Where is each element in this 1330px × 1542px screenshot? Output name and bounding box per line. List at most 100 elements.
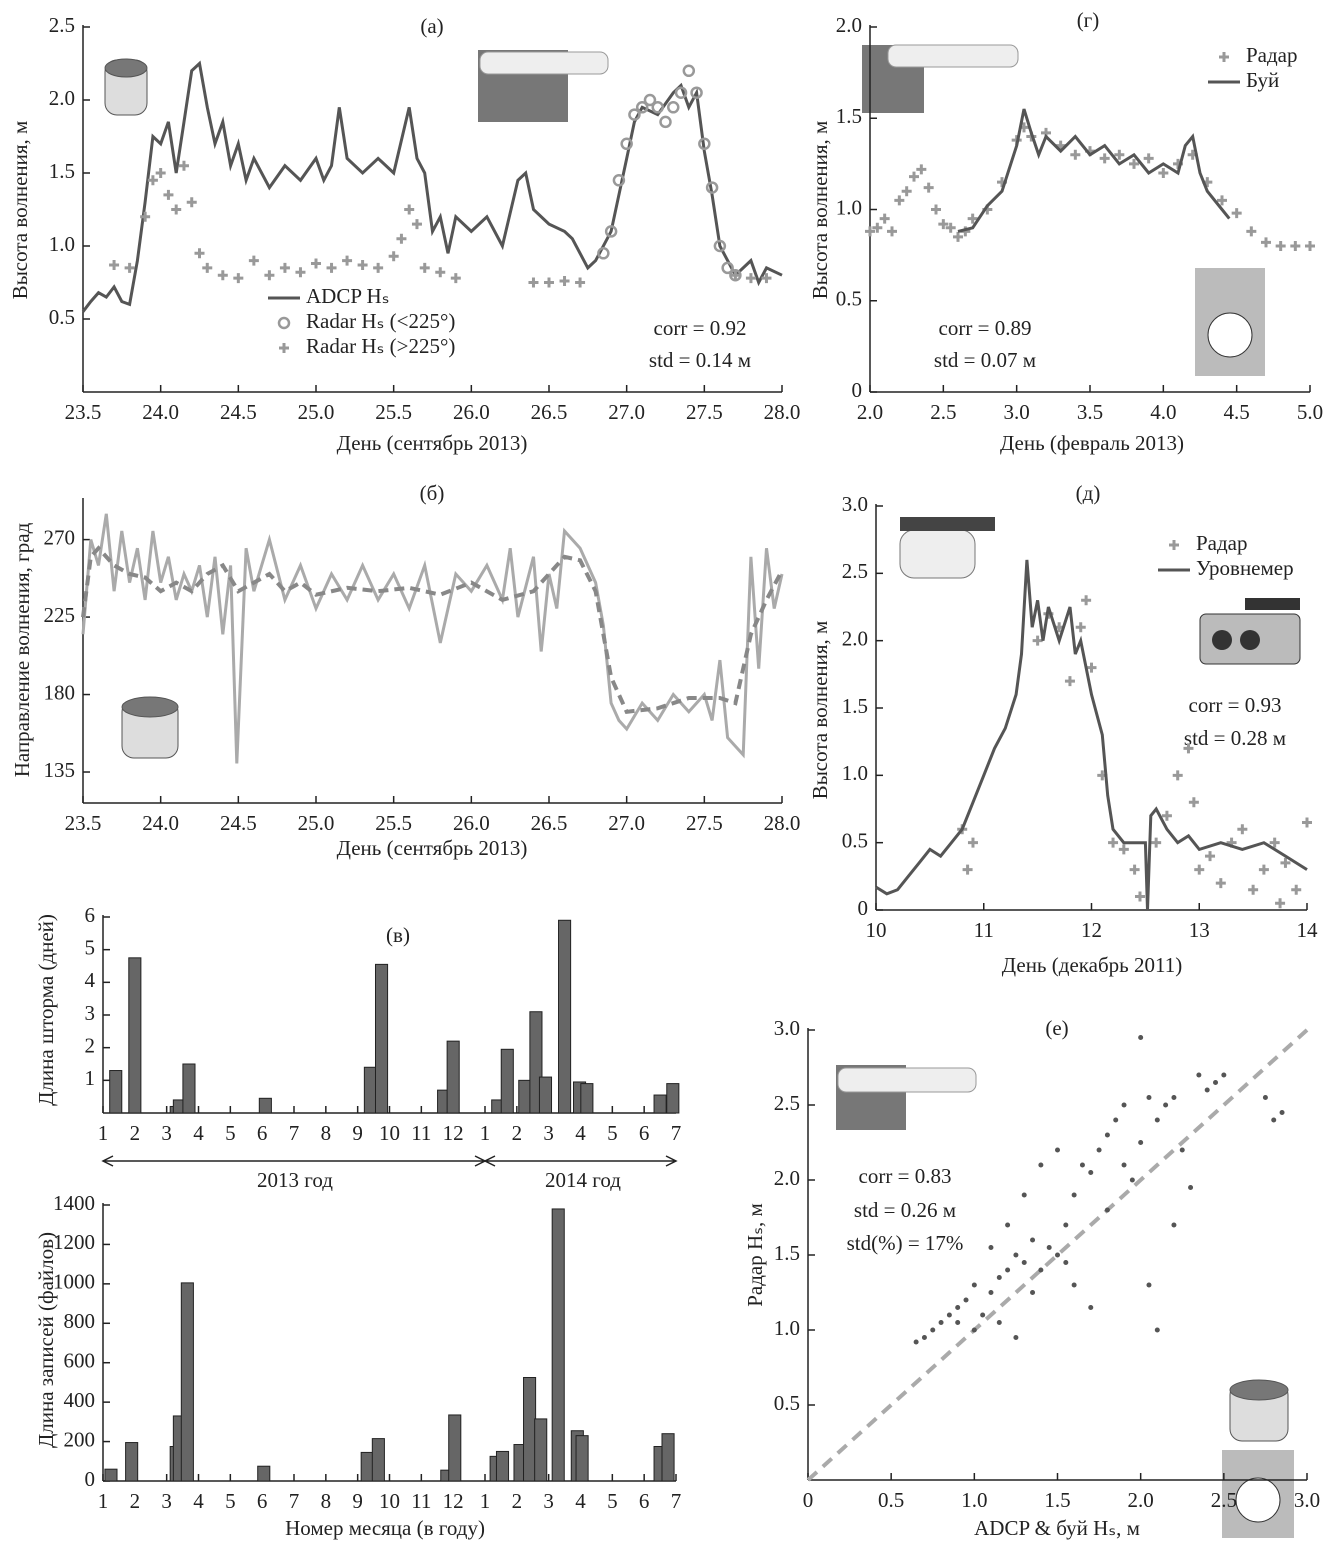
plus-marker bbox=[326, 262, 337, 273]
y-axis-label: Длина шторма (дней) bbox=[34, 914, 58, 1106]
circle-marker bbox=[628, 108, 641, 121]
x-axis-label: День (сентябрь 2013) bbox=[337, 836, 528, 860]
x-tick-label: 26.5 bbox=[531, 400, 568, 424]
x-tick-label: 11 bbox=[974, 918, 994, 942]
circle-marker bbox=[635, 101, 649, 114]
x-tick-label: 24.0 bbox=[142, 811, 179, 835]
y-tick-label: 1.5 bbox=[836, 104, 862, 128]
x-tick-label: 2.5 bbox=[930, 400, 956, 424]
annotation: corr = 0.92 bbox=[654, 316, 747, 340]
legend-swatch bbox=[279, 343, 289, 353]
y-tick-label: 2.5 bbox=[842, 559, 868, 583]
x-tick-label: 2.5 bbox=[1211, 1488, 1237, 1512]
x-tick-label: 2 bbox=[512, 1489, 523, 1513]
scatter-point bbox=[1204, 1087, 1210, 1093]
scatter-point bbox=[1013, 1335, 1019, 1340]
scatter-point bbox=[1196, 1072, 1202, 1078]
scatter-point bbox=[1030, 1290, 1036, 1295]
adcp-photo bbox=[121, 696, 179, 759]
bar bbox=[128, 957, 142, 1114]
x-tick-label: 11 bbox=[411, 1121, 431, 1145]
plus-marker bbox=[1205, 851, 1216, 862]
y-tick-label: 1.5 bbox=[842, 694, 868, 718]
x-tick-label: 14 bbox=[1297, 918, 1319, 942]
scatter-point bbox=[1213, 1080, 1219, 1085]
x-tick-label: 1.0 bbox=[961, 1488, 987, 1512]
radar-photo bbox=[478, 50, 609, 122]
scatter-point bbox=[1154, 1327, 1160, 1333]
panel: 135 180 225 270 23.5 24.0 24.5 25.0 25.5 26.0 26.5… bbox=[10, 481, 801, 860]
y-tick-label: 3.0 bbox=[774, 1016, 800, 1040]
x-tick-label: 7 bbox=[671, 1489, 682, 1513]
scatter-point bbox=[1171, 1222, 1177, 1228]
scatter-point bbox=[1146, 1095, 1152, 1100]
plus-marker bbox=[163, 189, 174, 200]
panel: 0 0.5 1.0 1.5 2.0 2.0 2.5 3.0 3.5 4.0 4.5 5.0 (г) Ден… bbox=[808, 8, 1323, 455]
bar bbox=[580, 1083, 594, 1114]
plus-marker bbox=[233, 273, 244, 284]
plus-marker bbox=[155, 168, 166, 178]
scatter-point bbox=[1046, 1245, 1052, 1250]
plus-marker bbox=[194, 248, 205, 259]
x-tick-label: 8 bbox=[321, 1121, 332, 1145]
gauge-photo bbox=[1199, 598, 1301, 665]
plus-marker bbox=[1246, 226, 1257, 237]
scatter-point bbox=[1121, 1162, 1127, 1168]
x-tick-label: 24.5 bbox=[220, 400, 257, 424]
plus-marker bbox=[248, 255, 259, 266]
scatter-point bbox=[1079, 1162, 1085, 1168]
scatter-point bbox=[1179, 1147, 1185, 1153]
scatter-point bbox=[988, 1290, 994, 1295]
circle-marker bbox=[705, 181, 719, 194]
y-tick-label: 1400 bbox=[53, 1191, 95, 1215]
x-tick-label: 10 bbox=[866, 918, 887, 942]
scatter-point bbox=[996, 1275, 1002, 1280]
plus-marker bbox=[544, 277, 554, 288]
annotation: corr = 0.83 bbox=[859, 1164, 952, 1188]
x-tick-label: 3 bbox=[161, 1489, 172, 1513]
x-tick-label: 3 bbox=[543, 1121, 554, 1145]
scatter-point bbox=[988, 1245, 994, 1250]
plus-marker bbox=[1134, 891, 1145, 902]
scatter-point bbox=[1096, 1147, 1102, 1153]
plus-marker bbox=[1032, 635, 1043, 646]
scatter-point bbox=[938, 1320, 944, 1325]
y-tick-label: 135 bbox=[44, 758, 76, 782]
x-tick-label: 7 bbox=[289, 1489, 300, 1513]
y-tick-label: 1.5 bbox=[49, 159, 75, 183]
scatter-point bbox=[1055, 1252, 1060, 1258]
annotation: std = 0.07 м bbox=[934, 348, 1036, 372]
plus-marker bbox=[967, 837, 978, 848]
radar-photo bbox=[836, 1065, 977, 1130]
bar bbox=[518, 1079, 532, 1114]
circle-marker bbox=[643, 93, 657, 107]
scatter-point bbox=[1063, 1260, 1069, 1265]
y-axis-label: Высота волнения, м bbox=[808, 621, 832, 800]
plus-marker bbox=[1172, 770, 1183, 781]
x-tick-label: 2 bbox=[130, 1121, 141, 1145]
x-tick-label: 0 bbox=[803, 1488, 814, 1512]
bar bbox=[125, 1442, 139, 1482]
series-line bbox=[81, 513, 784, 764]
scatter-point bbox=[980, 1312, 986, 1318]
plus-marker bbox=[450, 273, 461, 284]
plus-marker bbox=[953, 231, 963, 242]
plus-marker bbox=[931, 204, 941, 215]
plus-marker bbox=[1151, 837, 1162, 848]
circle-marker bbox=[698, 137, 711, 151]
year-arrow bbox=[101, 1155, 487, 1167]
x-tick-label: 12 bbox=[1081, 918, 1102, 942]
scatter-point bbox=[1055, 1147, 1060, 1153]
scatter-point bbox=[1113, 1117, 1119, 1123]
legend-label: Буй bbox=[1246, 68, 1279, 92]
plus-marker bbox=[1086, 662, 1097, 673]
panel: 0.5 1.0 1.5 2.0 2.5 3.0 0 0.5 1.0 1.5 2.0 2.5 3.0 (е)… bbox=[743, 1016, 1320, 1540]
scatter-point bbox=[1138, 1035, 1144, 1040]
y-tick-label: 0 bbox=[852, 378, 863, 402]
panel: 0 0.5 1.0 1.5 2.0 2.5 3.0 10 11 12 13 14 (д) День (де… bbox=[808, 481, 1318, 977]
x-tick-label: 2 bbox=[130, 1489, 141, 1513]
scatter-point bbox=[963, 1297, 969, 1303]
x-tick-label: 3 bbox=[161, 1121, 172, 1145]
y-tick-label: 2 bbox=[85, 1033, 96, 1057]
